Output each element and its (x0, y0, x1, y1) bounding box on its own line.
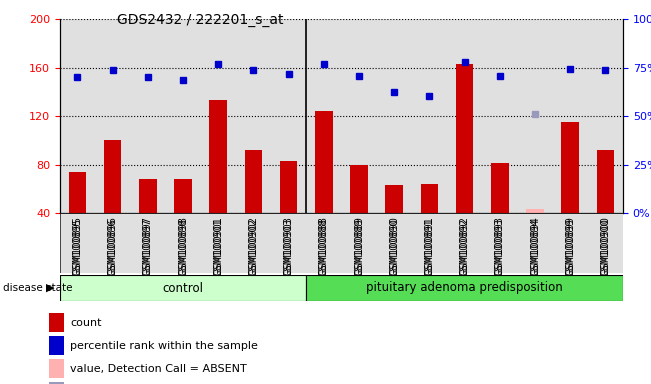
Bar (280, 161, 298, 213)
Bar (245, 150, 262, 213)
Text: percentile rank within the sample: percentile rank within the sample (70, 341, 258, 351)
Bar (174, 179, 192, 213)
Text: GSM100892: GSM100892 (460, 216, 469, 275)
Text: GSM100890: GSM100890 (389, 218, 399, 277)
Bar (385, 185, 403, 213)
Text: GSM100895: GSM100895 (72, 218, 83, 277)
Text: count: count (70, 318, 102, 328)
Text: GSM100894: GSM100894 (530, 218, 540, 277)
Text: GSM100889: GSM100889 (354, 216, 364, 275)
Text: GSM100891: GSM100891 (424, 218, 434, 277)
Text: GSM100902: GSM100902 (249, 218, 258, 277)
Bar (49, 313, 64, 332)
Text: GSM100888: GSM100888 (319, 218, 329, 277)
Bar (491, 164, 508, 213)
Bar (49, 382, 64, 384)
Text: GSM100891: GSM100891 (424, 216, 434, 275)
Bar (456, 64, 473, 213)
Text: control: control (163, 281, 204, 295)
Text: GSM100901: GSM100901 (214, 216, 223, 275)
Text: GSM100898: GSM100898 (178, 216, 188, 275)
Text: GSM100903: GSM100903 (284, 218, 294, 277)
Text: GSM100896: GSM100896 (107, 218, 118, 277)
Text: GSM100888: GSM100888 (319, 216, 329, 275)
Bar (60, 275, 306, 301)
Bar (350, 165, 368, 213)
Text: GSM100901: GSM100901 (214, 218, 223, 277)
Text: GSM100898: GSM100898 (178, 218, 188, 277)
Text: GSM100903: GSM100903 (284, 216, 294, 275)
Bar (526, 210, 544, 213)
Bar (596, 150, 614, 213)
Bar (69, 172, 87, 213)
Text: GSM100902: GSM100902 (249, 216, 258, 275)
Text: GSM100899: GSM100899 (565, 218, 575, 277)
Text: GSM100895: GSM100895 (72, 216, 83, 275)
Text: GDS2432 / 222201_s_at: GDS2432 / 222201_s_at (117, 13, 284, 27)
Text: GSM100890: GSM100890 (389, 216, 399, 275)
Text: GSM100897: GSM100897 (143, 218, 153, 277)
Text: ▶: ▶ (46, 283, 54, 293)
Text: GSM100892: GSM100892 (460, 218, 469, 277)
Text: GSM100899: GSM100899 (565, 216, 575, 275)
Bar (60, 213, 623, 273)
Bar (210, 100, 227, 213)
Text: GSM100897: GSM100897 (143, 216, 153, 275)
Bar (421, 184, 438, 213)
Text: GSM100893: GSM100893 (495, 218, 505, 277)
Text: GSM100894: GSM100894 (530, 216, 540, 275)
Text: GSM100900: GSM100900 (600, 216, 611, 275)
Bar (139, 179, 157, 213)
Text: GSM100900: GSM100900 (600, 218, 611, 277)
Bar (49, 336, 64, 355)
Bar (104, 141, 122, 213)
Text: disease state: disease state (3, 283, 73, 293)
Text: GSM100896: GSM100896 (107, 216, 118, 275)
Bar (49, 359, 64, 378)
Text: GSM100889: GSM100889 (354, 218, 364, 277)
Text: value, Detection Call = ABSENT: value, Detection Call = ABSENT (70, 364, 247, 374)
Bar (315, 111, 333, 213)
Bar (561, 122, 579, 213)
Bar (306, 275, 623, 301)
Text: pituitary adenoma predisposition: pituitary adenoma predisposition (367, 281, 563, 295)
Text: GSM100893: GSM100893 (495, 216, 505, 275)
